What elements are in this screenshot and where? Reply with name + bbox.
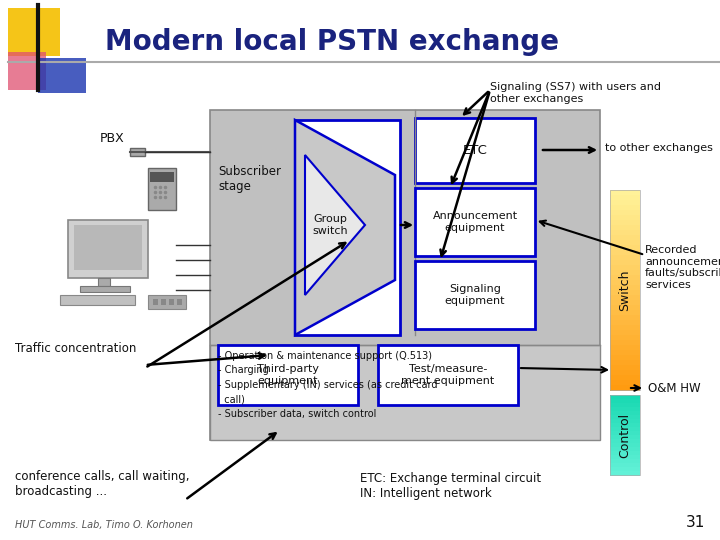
Text: Switch: Switch xyxy=(618,269,631,310)
Bar xyxy=(610,350,640,355)
Bar xyxy=(378,345,518,405)
Text: Group
switch: Group switch xyxy=(312,214,348,236)
Bar xyxy=(610,310,640,315)
Bar xyxy=(610,215,640,220)
Bar xyxy=(610,407,640,411)
Bar xyxy=(610,335,640,341)
Bar xyxy=(610,467,640,471)
Text: Modern local PSTN exchange: Modern local PSTN exchange xyxy=(105,28,559,56)
Bar xyxy=(610,230,640,235)
Bar xyxy=(148,168,176,210)
Text: 31: 31 xyxy=(685,515,705,530)
Text: to other exchanges: to other exchanges xyxy=(605,143,713,153)
Bar xyxy=(610,375,640,381)
Bar xyxy=(610,295,640,300)
Bar xyxy=(610,443,640,448)
Bar xyxy=(610,305,640,310)
Bar xyxy=(610,415,640,420)
Bar xyxy=(610,423,640,428)
Bar xyxy=(610,275,640,280)
Bar xyxy=(148,295,186,309)
Bar xyxy=(610,330,640,335)
Bar xyxy=(610,435,640,440)
Bar xyxy=(161,299,166,305)
Bar xyxy=(610,190,640,195)
Bar xyxy=(610,250,640,255)
Bar xyxy=(610,205,640,211)
Text: - Operation & maintenance support (Q.513)
- Charging
- Supplementary (IN) servic: - Operation & maintenance support (Q.513… xyxy=(218,351,438,418)
Bar xyxy=(610,315,640,321)
Text: ETC: Exchange terminal circuit
IN: Intelligent network: ETC: Exchange terminal circuit IN: Intel… xyxy=(360,472,541,500)
Text: Announcement
equipment: Announcement equipment xyxy=(433,211,518,233)
Bar xyxy=(8,8,60,56)
Bar xyxy=(218,345,358,405)
Bar xyxy=(610,419,640,423)
Bar xyxy=(415,188,535,256)
Text: ETC: ETC xyxy=(462,144,487,157)
Bar xyxy=(610,220,640,226)
Bar xyxy=(610,471,640,476)
Bar xyxy=(610,395,640,400)
Bar xyxy=(610,200,640,206)
Bar xyxy=(610,235,640,240)
Bar xyxy=(610,385,640,390)
Bar xyxy=(610,255,640,260)
Bar xyxy=(68,220,148,278)
Bar xyxy=(610,290,640,295)
Bar xyxy=(8,52,46,90)
Text: Third-party
equipment: Third-party equipment xyxy=(257,364,319,386)
Bar xyxy=(610,285,640,291)
Bar xyxy=(610,411,640,415)
Polygon shape xyxy=(305,155,365,295)
Bar xyxy=(610,355,640,361)
Bar xyxy=(610,210,640,215)
Text: O&M HW: O&M HW xyxy=(648,381,701,395)
Text: Recorded
announcements:
faults/subscriber
services: Recorded announcements: faults/subscribe… xyxy=(645,245,720,290)
Bar xyxy=(610,240,640,246)
Bar xyxy=(415,261,535,329)
Bar xyxy=(610,427,640,431)
Bar xyxy=(610,370,640,375)
Bar xyxy=(74,225,142,270)
Bar xyxy=(415,118,535,183)
Bar xyxy=(610,340,640,346)
Bar xyxy=(169,299,174,305)
Bar xyxy=(610,195,640,200)
Bar xyxy=(153,299,158,305)
Bar xyxy=(610,270,640,275)
Bar xyxy=(610,360,640,366)
Bar xyxy=(610,325,640,330)
Bar xyxy=(130,148,145,156)
Bar xyxy=(150,172,174,182)
Bar xyxy=(610,380,640,386)
Bar xyxy=(210,110,600,440)
Text: Signaling
equipment: Signaling equipment xyxy=(445,284,505,306)
Bar xyxy=(610,190,640,390)
Bar xyxy=(610,447,640,451)
Bar xyxy=(38,58,86,93)
Bar xyxy=(610,225,640,231)
Bar xyxy=(610,265,640,271)
Polygon shape xyxy=(295,120,395,335)
Bar xyxy=(610,395,640,475)
Text: Test/measure-
ment equipment: Test/measure- ment equipment xyxy=(401,364,495,386)
Bar xyxy=(610,300,640,306)
Bar xyxy=(610,260,640,266)
Text: PBX: PBX xyxy=(100,132,125,145)
Text: Traffic concentration: Traffic concentration xyxy=(15,341,136,354)
Bar xyxy=(610,455,640,460)
Bar xyxy=(210,345,600,440)
Bar xyxy=(80,286,130,292)
Bar xyxy=(610,451,640,456)
Bar xyxy=(610,280,640,286)
Bar xyxy=(610,399,640,403)
Bar xyxy=(610,245,640,251)
Bar xyxy=(610,439,640,443)
Bar xyxy=(610,431,640,435)
Bar xyxy=(610,463,640,468)
Bar xyxy=(98,278,110,286)
Bar xyxy=(610,345,640,350)
Text: Signaling (SS7) with users and
other exchanges: Signaling (SS7) with users and other exc… xyxy=(490,82,661,104)
Text: Control: Control xyxy=(618,413,631,457)
Bar xyxy=(610,459,640,463)
